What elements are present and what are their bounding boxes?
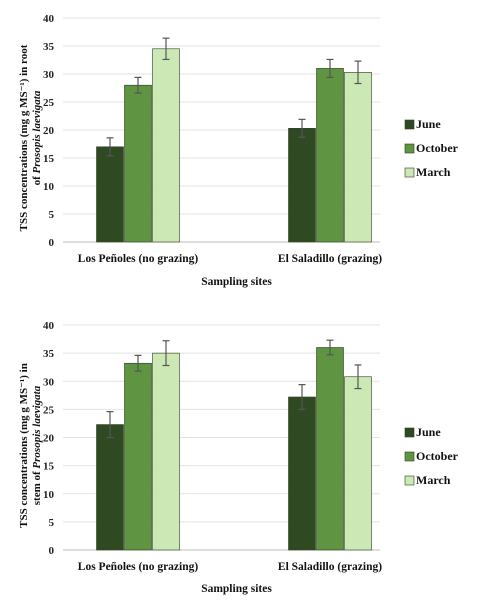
legend-label-october: October <box>416 449 459 463</box>
bar-june-2 <box>288 128 316 243</box>
bar-march-1 <box>152 48 180 243</box>
y-axis-title-species: Prosopis laevigata <box>31 90 43 173</box>
category-label: El Saladillo (grazing) <box>278 253 382 265</box>
y-tick-label: 35 <box>43 41 55 53</box>
bar-march-2 <box>344 72 372 243</box>
y-tick-label: 0 <box>49 545 55 557</box>
bar-october-1 <box>124 362 152 551</box>
y-tick-label: 15 <box>43 153 55 165</box>
bar-october-2 <box>316 68 344 243</box>
legend-swatch-june <box>404 119 415 130</box>
legend-swatch-june <box>404 427 415 438</box>
legend-swatch-march <box>404 475 415 486</box>
y-tick-label: 5 <box>49 209 55 221</box>
bar-june-2 <box>288 396 316 551</box>
chart-panel-1: 0 5 10 15 20 25 30 35 40 Los Peñoles (no grazing)… <box>18 13 459 288</box>
bar-june-1 <box>96 424 124 551</box>
legend-label-march: March <box>416 473 451 487</box>
y-axis-title-line1: TSS concentrations (mg g MS⁻¹) in <box>18 363 30 528</box>
x-axis-title: Sampling sites <box>201 276 272 288</box>
y-axis-title: TSS concentrations (mg g MS⁻¹) instem of… <box>18 363 43 528</box>
y-axis-title: TSS concentrations (mg g MS⁻¹) in rootof… <box>18 44 43 231</box>
y-tick-label: 0 <box>49 237 55 249</box>
y-tick-label: 30 <box>43 376 55 388</box>
legend-label-june: June <box>416 425 441 439</box>
bar-june-1 <box>96 146 124 243</box>
y-axis-title-species: Prosopis laevigata <box>31 385 43 468</box>
category-label: Los Peñoles (no grazing) <box>78 561 199 573</box>
y-tick-label: 25 <box>43 97 55 109</box>
y-tick-label: 40 <box>43 320 55 332</box>
y-tick-label: 15 <box>43 461 55 473</box>
y-tick-label: 35 <box>43 348 55 360</box>
y-axis-title-prefix: stem of <box>31 469 43 506</box>
y-tick-label: 5 <box>49 517 55 529</box>
bar-october-2 <box>316 347 344 551</box>
legend-label-june: June <box>416 117 441 131</box>
category-label: Los Peñoles (no grazing) <box>78 253 199 265</box>
bar-march-1 <box>152 352 180 551</box>
legend-swatch-october <box>404 451 415 462</box>
category-label: El Saladillo (grazing) <box>278 561 382 573</box>
y-tick-label: 30 <box>43 69 55 81</box>
y-tick-label: 10 <box>43 181 55 193</box>
y-tick-label: 40 <box>43 13 55 25</box>
legend-label-october: October <box>416 141 459 155</box>
y-tick-label: 10 <box>43 489 55 501</box>
legend-swatch-march <box>404 167 415 178</box>
bar-march-2 <box>344 376 372 551</box>
y-axis-title-prefix: of <box>31 173 43 185</box>
bar-october-1 <box>124 84 152 243</box>
y-axis-title-line1: TSS concentrations (mg g MS⁻¹) in root <box>18 44 30 231</box>
y-axis-title-line2: of Prosopis laevigata <box>31 90 43 185</box>
legend-swatch-october <box>404 143 415 154</box>
y-tick-label: 20 <box>43 125 55 137</box>
y-tick-label: 20 <box>43 433 55 445</box>
chart-panel-2: 0 5 10 15 20 25 30 35 40 Los Peñoles (no grazing)… <box>18 320 459 595</box>
y-axis-title-line2: stem of Prosopis laevigata <box>31 385 43 505</box>
x-axis-title: Sampling sites <box>201 583 272 595</box>
legend-label-march: March <box>416 165 451 179</box>
y-tick-label: 25 <box>43 404 55 416</box>
